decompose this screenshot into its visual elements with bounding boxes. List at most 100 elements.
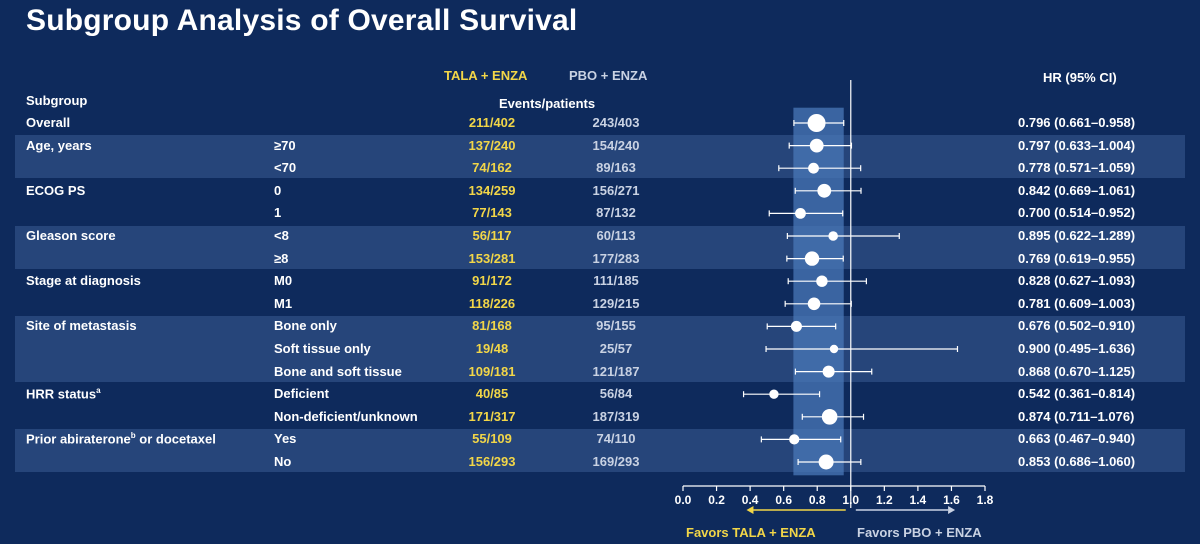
hr-point — [807, 297, 821, 311]
hr-point — [804, 251, 820, 266]
hr-point — [816, 275, 828, 287]
x-tick-label: 1.6 — [943, 493, 960, 507]
footnote-marker: b — [130, 431, 136, 441]
hr-point — [790, 320, 802, 332]
arm1-events: 134/259 — [468, 182, 516, 198]
hr-ci-value: 0.895 (0.622–1.289) — [1018, 228, 1136, 243]
subgroup-name: ECOG PS — [26, 183, 85, 198]
hr-point — [829, 344, 839, 354]
hr-ci-value: 0.778 (0.571–1.059) — [1018, 160, 1136, 176]
x-tick-label: 1.0 — [842, 493, 859, 507]
subgroup-level: ≥8 — [274, 250, 289, 266]
arm1-header: TALA + ENZA — [444, 68, 528, 83]
hr-point — [769, 389, 779, 399]
arm2-events: 129/215 — [592, 295, 640, 311]
hr-point — [808, 162, 819, 174]
subgroup-level: Bone and soft tissue — [274, 363, 402, 379]
arm1-events: 19/48 — [475, 341, 509, 356]
hr-ci-value: 0.900 (0.495–1.636) — [1018, 341, 1136, 356]
arm2-events: 74/110 — [596, 431, 636, 447]
hr-header: HR (95% CI) — [1043, 70, 1117, 85]
hr-ci-value: 0.842 (0.669–1.061) — [1018, 182, 1136, 198]
subgroup-level: Yes — [274, 431, 297, 447]
subgroup-level: <70 — [274, 160, 297, 176]
x-tick-label: 0.8 — [809, 493, 826, 507]
arm1-events: 153/281 — [468, 250, 516, 266]
arm1-events: 211/402 — [468, 115, 516, 130]
group-band — [15, 225, 1185, 269]
favors-left-label: Favors TALA + ENZA — [686, 525, 816, 540]
hr-ci-value: 0.542 (0.361–0.814) — [1018, 386, 1136, 402]
footnote-marker: a — [96, 386, 101, 396]
hr-ci-value: 0.781 (0.609–1.003) — [1018, 295, 1136, 311]
favors-left-arrowhead — [746, 506, 754, 514]
hr-ci-value: 0.663 (0.467–0.940) — [1018, 431, 1136, 447]
subgroup-name: HRR statusa — [26, 386, 101, 401]
arm1-events: 91/172 — [472, 273, 512, 289]
arm1-events: 74/162 — [472, 160, 512, 176]
group-band — [15, 316, 1185, 382]
subgroup-name: Stage at diagnosis — [26, 273, 141, 288]
subgroup-name-text: Overall — [26, 115, 71, 130]
subgroup-level: 0 — [274, 182, 282, 198]
subgroup-level: M0 — [274, 273, 293, 289]
x-tick-label: 0.2 — [708, 493, 725, 507]
arm2-events: 154/240 — [592, 137, 640, 153]
hr-ci-value: 0.853 (0.686–1.060) — [1018, 454, 1136, 469]
favors-right-arrowhead — [948, 506, 956, 514]
hr-ci-value: 0.874 (0.711–1.076) — [1018, 408, 1135, 424]
subgroup-name: Gleason score — [26, 228, 116, 243]
subgroup-name: Overall — [26, 115, 70, 130]
subgroup-name-text: Stage at diagnosis — [26, 273, 141, 289]
arm2-events: 243/403 — [592, 115, 640, 130]
arm1-events: 137/240 — [468, 137, 516, 153]
group-band — [15, 429, 1185, 473]
arm1-events: 109/181 — [468, 363, 516, 379]
subgroup-name: Age, years — [26, 138, 92, 153]
subgroup-name-text: ECOG PS — [26, 182, 86, 198]
group-band — [15, 135, 1185, 179]
subgroup-level: <8 — [274, 228, 289, 243]
arm1-events: 81/168 — [472, 318, 512, 334]
subgroup-level: 1 — [274, 205, 282, 221]
arm1-events: 118/226 — [468, 295, 516, 311]
arm1-events: 40/85 — [475, 386, 509, 402]
arm2-events: 25/57 — [599, 341, 633, 356]
arm2-events: 187/319 — [592, 408, 640, 424]
hr-ci-value: 0.700 (0.514–0.952) — [1018, 205, 1136, 221]
hr-point — [828, 231, 838, 241]
x-tick-label: 1.8 — [977, 493, 994, 507]
subgroup-name-tail: or docetaxel — [135, 431, 216, 447]
subgroup-level: ≥70 — [274, 137, 296, 153]
subgroup-level: No — [274, 454, 292, 469]
hr-ci-value: 0.868 (0.670–1.125) — [1018, 363, 1136, 379]
hr-point — [795, 208, 806, 219]
subgroup-name-text: Prior abiraterone — [26, 431, 131, 447]
subgroup-level: Non-deficient/unknown — [274, 408, 418, 424]
subgroup-level: M1 — [274, 295, 293, 311]
x-tick-label: 0.4 — [742, 493, 759, 507]
hr-ci-value: 0.797 (0.633–1.004) — [1018, 137, 1136, 153]
hr-point — [818, 454, 834, 470]
arm1-events: 156/293 — [468, 454, 516, 469]
hr-ci-value: 0.796 (0.661–0.958) — [1018, 115, 1136, 130]
arm2-events: 89/163 — [596, 160, 636, 176]
hr-ci-value: 0.828 (0.627–1.093) — [1018, 273, 1136, 289]
subgroup-level: Soft tissue only — [274, 341, 371, 356]
x-tick-label: 1.2 — [876, 493, 893, 507]
subgroup-name-text: Site of metastasis — [26, 318, 137, 334]
x-tick-label: 0.6 — [775, 493, 792, 507]
arm2-events: 95/155 — [596, 318, 636, 334]
events-header: Events/patients — [499, 96, 596, 111]
hr-point — [809, 138, 824, 153]
subgroup-level: Bone only — [274, 318, 337, 334]
arm2-events: 60/113 — [596, 228, 636, 243]
hr-point — [807, 114, 826, 132]
hr-point — [822, 365, 835, 378]
arm2-events: 87/132 — [596, 205, 636, 221]
subgroup-name-text: Age, years — [26, 137, 92, 153]
x-tick-label: 0.0 — [675, 493, 692, 507]
hr-point — [817, 183, 832, 198]
